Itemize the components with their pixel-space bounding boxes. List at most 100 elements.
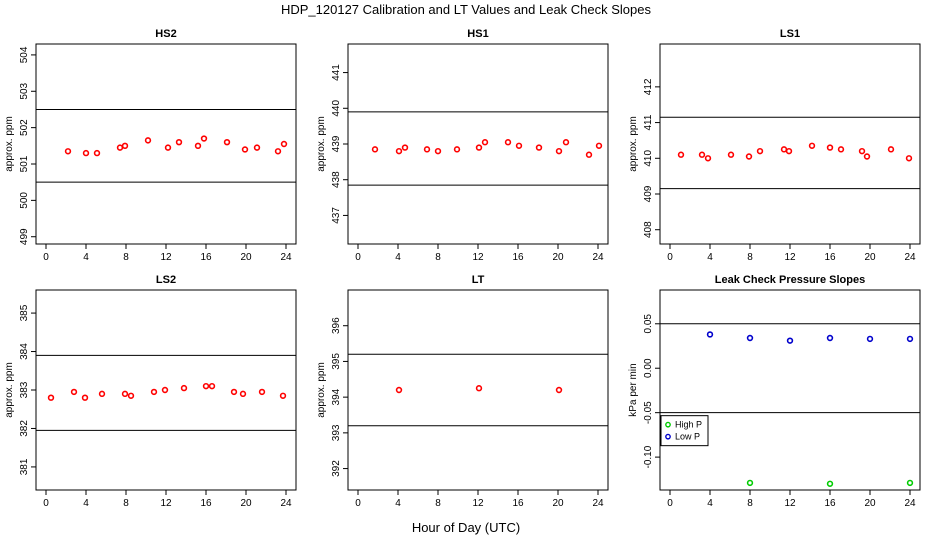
x-tick-label: 0: [43, 252, 49, 263]
legend-label: Low P: [675, 432, 700, 442]
data-point: [98, 390, 106, 398]
plot-frame: [659, 289, 921, 491]
x-tick-label: 12: [472, 252, 484, 263]
panel-title: LS2: [156, 274, 176, 286]
y-tick-label: 412: [643, 78, 654, 95]
x-tick-label: 24: [592, 498, 604, 509]
x-tick-label: 8: [123, 498, 129, 509]
plot-frame: [35, 43, 297, 245]
data-point: [208, 382, 216, 390]
data-point: [756, 147, 764, 155]
data-point: [905, 155, 913, 162]
x-tick-label: 24: [904, 498, 916, 509]
data-point: [93, 149, 101, 157]
x-tick-label: 0: [355, 252, 361, 263]
y-axis-label: approx. ppm: [4, 362, 15, 418]
x-tick-label: 24: [592, 252, 604, 263]
plot-frame: [659, 43, 921, 245]
data-point: [280, 140, 288, 148]
y-tick-label: 504: [19, 46, 30, 63]
panel-title: HS2: [155, 28, 176, 40]
y-tick-label: -0.10: [643, 445, 654, 468]
x-tick-label: 20: [552, 252, 564, 263]
data-point: [274, 148, 282, 155]
data-point: [150, 388, 158, 396]
x-tick-label: 16: [824, 252, 836, 263]
data-point: [826, 334, 834, 342]
data-point: [698, 151, 706, 158]
data-point: [200, 135, 208, 142]
data-point: [906, 479, 914, 487]
x-tick-label: 4: [83, 252, 89, 263]
y-tick-label: 383: [19, 381, 30, 398]
legend-label: High P: [675, 420, 702, 430]
data-point: [81, 394, 89, 401]
x-tick-label: 20: [240, 252, 252, 263]
data-point: [906, 335, 914, 343]
x-tick-label: 16: [824, 498, 836, 509]
y-tick-label: 441: [331, 64, 342, 81]
y-tick-label: 440: [331, 100, 342, 117]
data-point: [175, 138, 183, 146]
data-point: [745, 153, 753, 160]
x-tick-label: 0: [43, 498, 49, 509]
data-point: [64, 148, 72, 155]
y-axis-label: approx. ppm: [4, 116, 15, 172]
data-point: [395, 147, 403, 155]
data-point: [826, 144, 834, 151]
data-point: [194, 142, 202, 150]
x-tick-label: 8: [123, 252, 129, 263]
y-tick-label: 393: [331, 424, 342, 441]
x-tick-label: 20: [864, 498, 876, 509]
data-point: [785, 147, 793, 155]
data-point: [780, 146, 788, 153]
x-tick-label: 0: [355, 498, 361, 509]
y-axis-label: approx. ppm: [316, 116, 327, 172]
y-tick-label: 437: [331, 207, 342, 224]
data-point: [423, 146, 431, 153]
y-tick-label: 501: [19, 155, 30, 172]
data-point: [786, 337, 794, 344]
y-tick-label: 385: [19, 304, 30, 321]
legend-box: [660, 415, 709, 447]
y-tick-label: 409: [643, 185, 654, 202]
x-tick-label: 24: [280, 252, 292, 263]
y-tick-label: 0.00: [643, 358, 654, 378]
data-point: [258, 388, 266, 396]
data-point: [401, 144, 409, 151]
y-axis-label: approx. ppm: [316, 362, 327, 418]
panel-title: HS1: [467, 28, 488, 40]
data-point: [837, 146, 845, 153]
data-point: [144, 137, 152, 144]
data-point: [279, 392, 287, 399]
x-tick-label: 8: [435, 498, 441, 509]
x-tick-label: 16: [512, 498, 524, 509]
panel-6: Leak Check Pressure Slopes 0 4 8 12 16 20 24 -0.…: [628, 274, 921, 509]
x-tick-label: 4: [83, 498, 89, 509]
y-tick-label: 503: [19, 82, 30, 99]
panels: HS2 0 4 8 12 16 20 24 499 500 501 502 503 504 approx. …: [4, 28, 921, 509]
data-point: [515, 142, 523, 149]
y-tick-label: 438: [331, 171, 342, 188]
data-point: [434, 147, 442, 155]
data-point: [746, 334, 754, 342]
figure-title: HDP_120127 Calibration and LT Values and…: [281, 2, 652, 17]
y-tick-label: 384: [19, 343, 30, 360]
x-tick-label: 16: [200, 498, 212, 509]
data-point: [253, 144, 261, 151]
data-point: [82, 149, 90, 157]
data-point: [161, 386, 169, 394]
data-point: [202, 382, 210, 390]
panel-1: HS2 0 4 8 12 16 20 24 499 500 501 502 503 504 approx. …: [4, 28, 297, 263]
x-tick-label: 4: [707, 252, 713, 263]
x-tick-label: 8: [435, 252, 441, 263]
data-point: [562, 139, 570, 146]
panel-title: LS1: [780, 28, 800, 40]
x-tick-label: 24: [280, 498, 292, 509]
panel-3: LS1 0 4 8 12 16 20 24 408 409 410 411 412 approx. ppm: [628, 28, 921, 263]
data-point: [887, 146, 895, 153]
data-point: [116, 144, 124, 151]
plot-frame: [347, 43, 609, 245]
data-point: [481, 139, 489, 146]
y-tick-label: 396: [331, 317, 342, 334]
